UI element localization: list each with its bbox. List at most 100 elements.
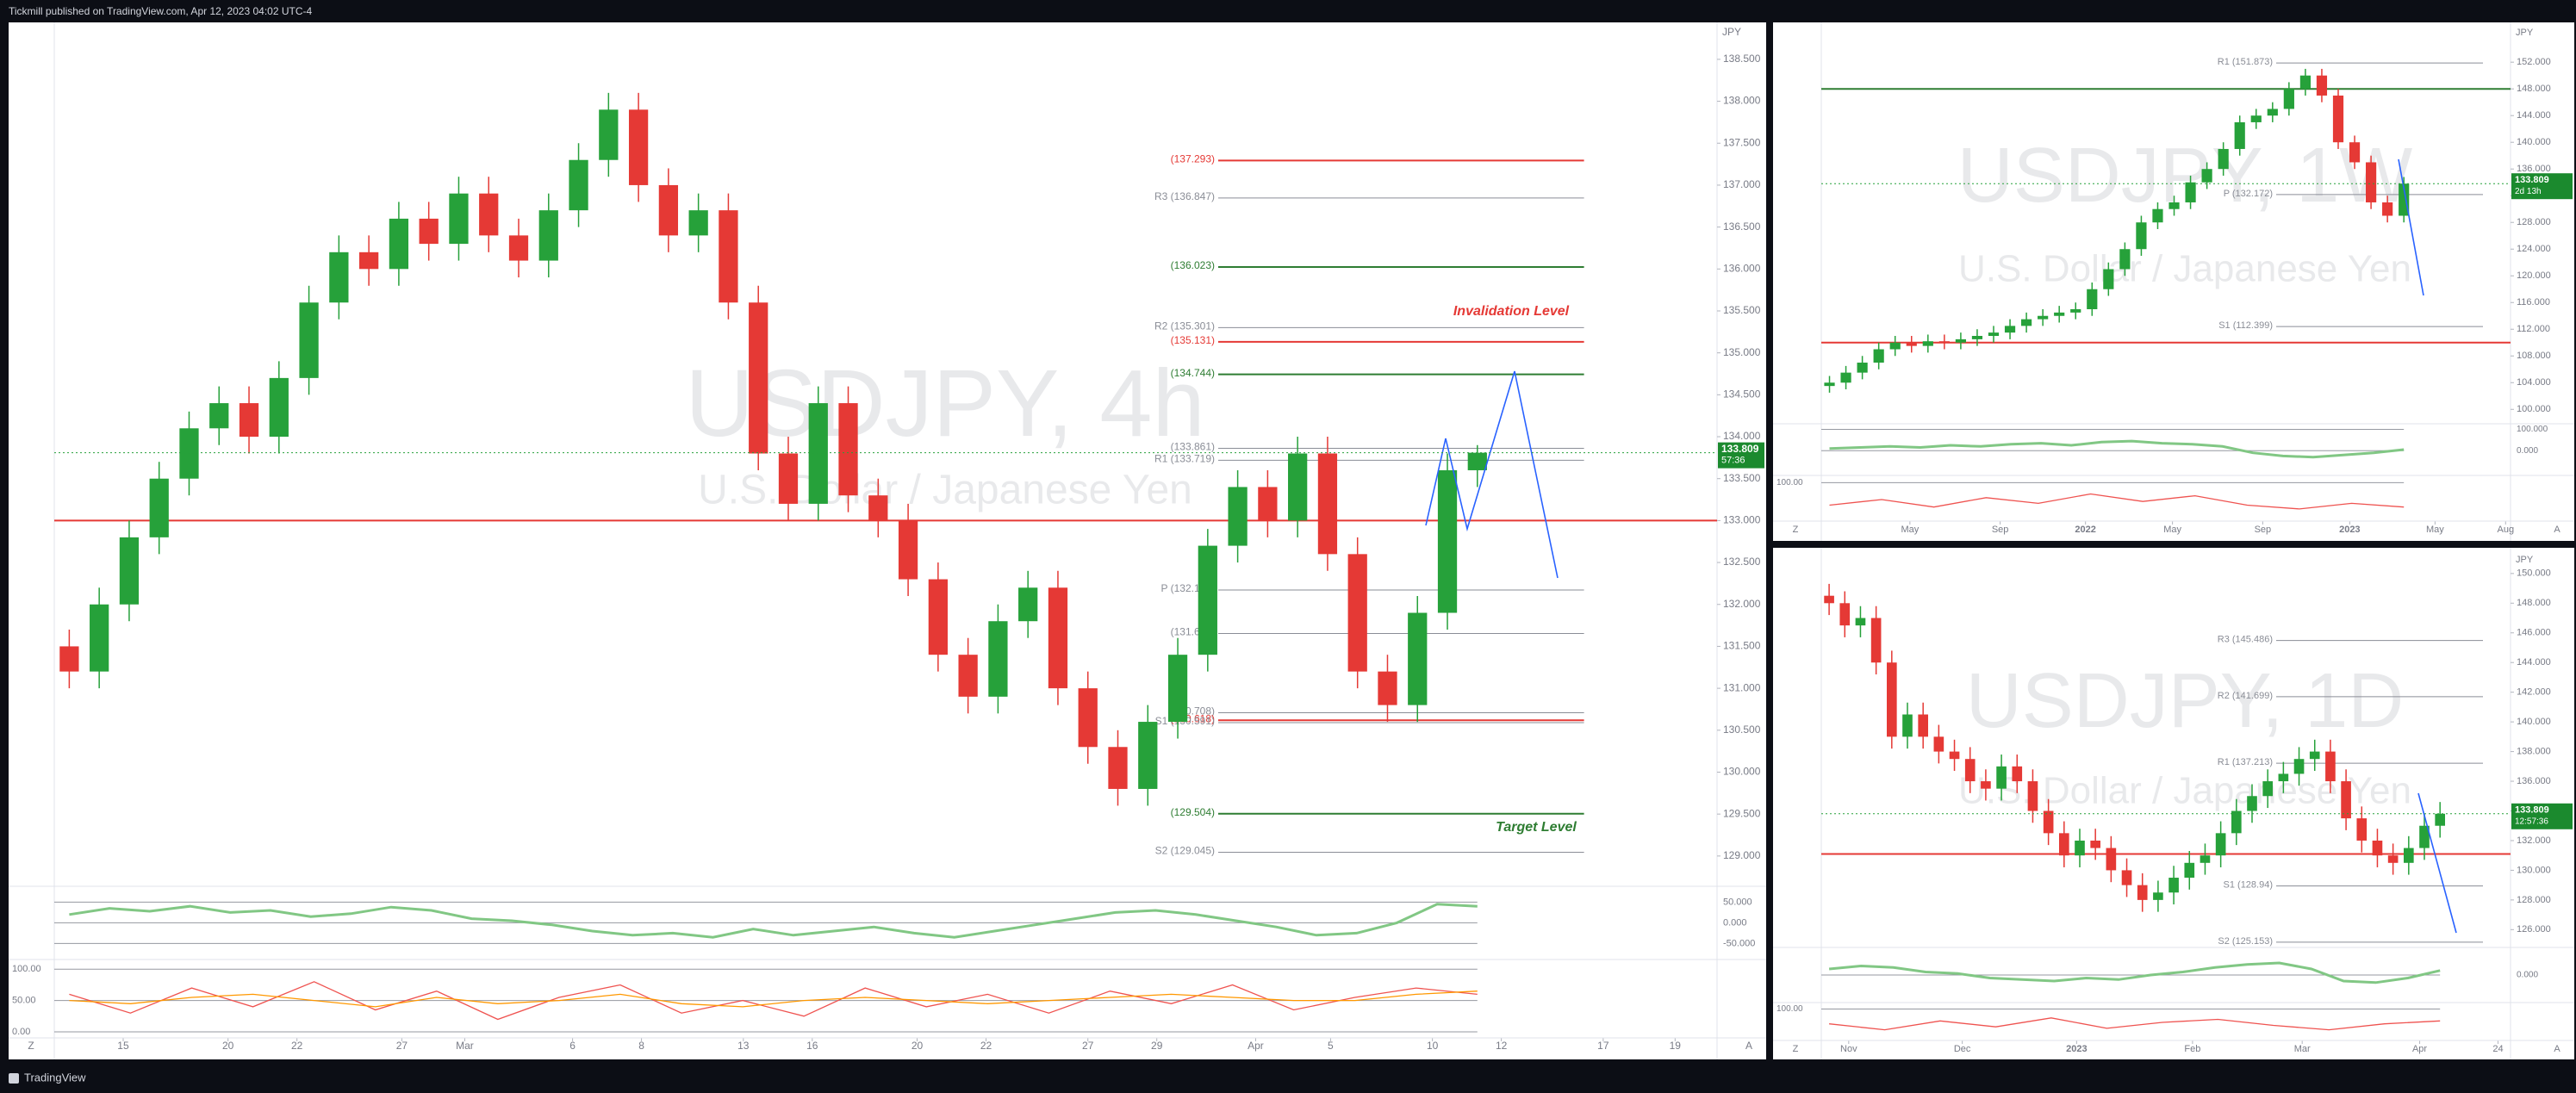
price-tag xyxy=(2511,173,2573,200)
y-tick-label: 116.000 xyxy=(2517,297,2550,307)
candle-body xyxy=(719,210,738,303)
y-tick-label: 142.000 xyxy=(2517,687,2551,698)
level-label: R2 (141.699) xyxy=(2218,691,2273,701)
y-tick-label: 130.000 xyxy=(1723,766,1761,778)
candle-body xyxy=(2341,781,2351,819)
candle-body xyxy=(2349,142,2361,163)
panel-tick-label: 0.000 xyxy=(1723,917,1747,928)
level-label: (135.131) xyxy=(1171,334,1215,346)
y-tick-label: 135.000 xyxy=(1723,346,1761,358)
candle-body xyxy=(299,302,319,378)
candle-body xyxy=(658,184,679,236)
candle-body xyxy=(2366,162,2377,202)
y-tick-label: 120.000 xyxy=(2517,270,2551,281)
candle-body xyxy=(1887,662,1897,737)
x-tick-label: 24 xyxy=(2492,1044,2503,1054)
candle-body xyxy=(2137,885,2148,900)
y-tick-label: 130.000 xyxy=(2517,865,2551,875)
candle-body xyxy=(2372,840,2383,856)
level-label: (129.504) xyxy=(1171,806,1215,818)
oscillator-line xyxy=(1829,1017,2441,1031)
y-tick-label: 132.500 xyxy=(1723,556,1761,568)
candle-body xyxy=(1048,587,1068,689)
brand[interactable]: TradingView xyxy=(24,1071,86,1084)
zoom-button[interactable]: Z xyxy=(1793,1044,1799,1054)
price-tag-countdown: 2d 13h xyxy=(2515,187,2542,196)
y-tick-label: 112.000 xyxy=(2517,324,2550,334)
candle-body xyxy=(1317,453,1338,555)
candle-body xyxy=(1167,655,1188,723)
annotation: Invalidation Level xyxy=(1453,304,1570,319)
x-tick-label: 6 xyxy=(569,1040,576,1052)
y-tick-label: 108.000 xyxy=(2517,351,2551,361)
candle-body xyxy=(988,621,1008,697)
auto-scale-button[interactable]: A xyxy=(1745,1040,1752,1052)
x-tick-label: 2023 xyxy=(2066,1044,2087,1054)
candle-body xyxy=(1971,336,1983,339)
candle-body xyxy=(2119,249,2131,270)
candle-body xyxy=(1955,338,1966,343)
zoom-button[interactable]: Z xyxy=(1793,525,1799,535)
candle-body xyxy=(1018,587,1038,622)
y-tick-label: 136.000 xyxy=(1723,262,1761,274)
x-tick-label: 29 xyxy=(1151,1040,1163,1052)
auto-scale-button[interactable]: A xyxy=(2554,1044,2560,1054)
auto-scale-button[interactable]: A xyxy=(2554,525,2560,535)
level-label: S1 (128.94) xyxy=(2224,880,2273,891)
x-tick-label: May xyxy=(1901,525,1919,535)
zoom-button[interactable]: Z xyxy=(28,1040,34,1052)
candle-body xyxy=(1922,341,1933,346)
y-tick-label: 128.000 xyxy=(2517,217,2551,227)
level-label: R2 (135.301) xyxy=(1154,320,1215,332)
candle-body xyxy=(2021,319,2032,326)
x-tick-label: 19 xyxy=(1670,1040,1682,1052)
candle-body xyxy=(958,655,978,697)
candle-body xyxy=(898,520,918,580)
y-tick-label: 104.000 xyxy=(2517,377,2551,388)
y-tick-label: 133.000 xyxy=(1723,514,1761,526)
candle-body xyxy=(2435,813,2445,826)
candle-body xyxy=(1964,759,1976,782)
candle-body xyxy=(209,403,229,429)
candle-body xyxy=(2185,182,2196,202)
x-tick-label: Dec xyxy=(1954,1044,1971,1054)
x-tick-label: 2022 xyxy=(2075,525,2095,535)
panel-tick-label: 0.00 xyxy=(12,1027,30,1037)
x-tick-label: 16 xyxy=(806,1040,818,1052)
candle-body xyxy=(1258,487,1278,521)
candle-body xyxy=(1855,618,1866,626)
publisher-info: Tickmill published on TradingView.com, A… xyxy=(9,5,313,17)
level-label: S2 (129.045) xyxy=(1155,845,1215,857)
candle-body xyxy=(2168,878,2179,893)
candle-body xyxy=(2106,848,2117,871)
candle-body xyxy=(1988,332,2000,337)
oscillator-line xyxy=(69,991,1478,1008)
x-tick-label: 27 xyxy=(1082,1040,1094,1052)
x-tick-label: 20 xyxy=(912,1040,924,1052)
candle-body xyxy=(569,159,588,211)
brand-logo xyxy=(9,1073,19,1084)
candle-body xyxy=(2387,855,2399,863)
candle-body xyxy=(179,428,199,479)
x-tick-label: May xyxy=(2426,525,2444,535)
candle-body xyxy=(1378,671,1397,705)
price-tag-countdown: 12:57:36 xyxy=(2515,817,2548,826)
x-tick-label: Sep xyxy=(1992,525,2009,535)
x-tick-label: Apr xyxy=(1248,1040,1264,1052)
y-tick-label: 134.000 xyxy=(1723,430,1761,442)
oscillator-line xyxy=(1829,493,2405,510)
y-tick-label: 137.500 xyxy=(1723,136,1761,148)
panel-tick-label: 0.000 xyxy=(2517,971,2538,980)
candle-body xyxy=(928,579,948,655)
y-tick-label: 136.000 xyxy=(2517,776,2551,786)
level-label: R3 (145.486) xyxy=(2218,635,2273,645)
candle-body xyxy=(2153,892,2163,900)
panel-tick-label: 50.00 xyxy=(12,996,36,1006)
candle-body xyxy=(119,537,140,605)
candle-body xyxy=(2043,810,2054,834)
candle-body xyxy=(2103,269,2114,289)
x-tick-label: Feb xyxy=(2184,1044,2200,1054)
candle-body xyxy=(1228,487,1248,546)
level-label: (134.744) xyxy=(1171,367,1215,379)
candle-body xyxy=(2299,75,2311,90)
